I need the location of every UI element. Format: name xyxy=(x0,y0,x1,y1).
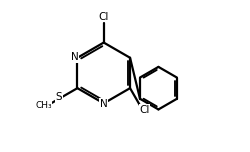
Text: N: N xyxy=(71,52,78,62)
Text: CH₃: CH₃ xyxy=(35,101,52,110)
Text: Cl: Cl xyxy=(98,12,109,22)
Text: Cl: Cl xyxy=(139,105,150,115)
Text: N: N xyxy=(100,99,108,109)
Text: S: S xyxy=(56,92,62,102)
